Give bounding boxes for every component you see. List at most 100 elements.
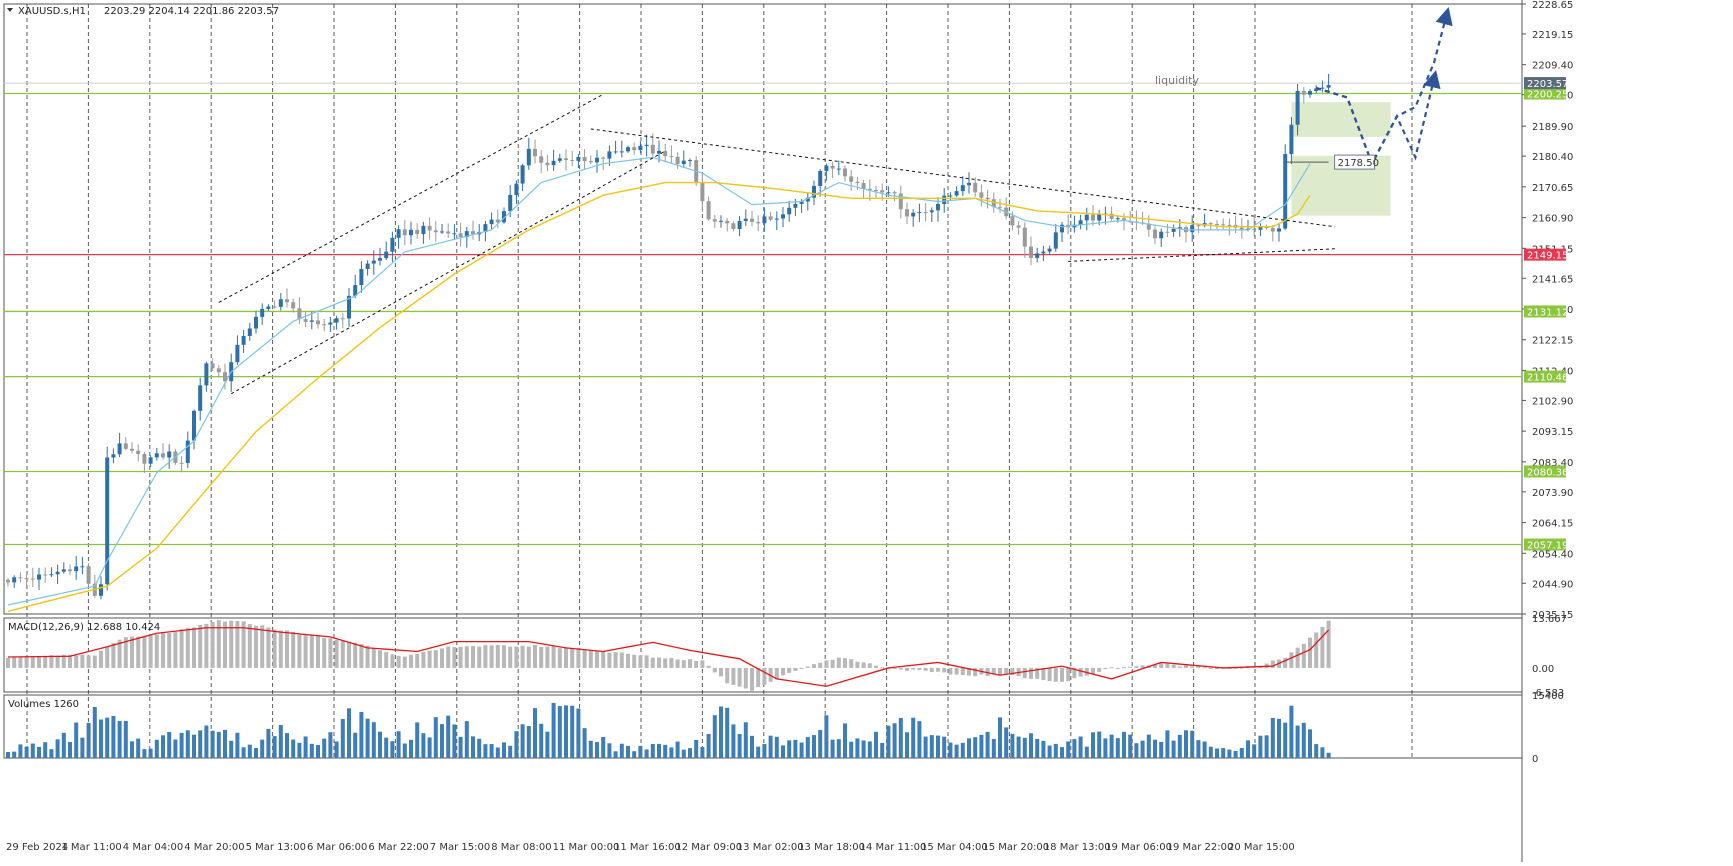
volume-bar xyxy=(1153,739,1157,758)
candle-body xyxy=(86,566,91,584)
macd-bar xyxy=(74,655,79,668)
volume-bar xyxy=(601,736,606,758)
candle-body xyxy=(471,231,475,235)
macd-bar xyxy=(216,620,221,668)
macd-bar xyxy=(998,667,1002,676)
volume-bar xyxy=(1270,717,1275,758)
volume-bar xyxy=(130,741,134,758)
volume-bar xyxy=(1115,738,1120,758)
volume-bar xyxy=(725,707,730,758)
candle-body xyxy=(774,218,779,220)
macd-bar xyxy=(1227,667,1232,669)
macd-bar xyxy=(1190,666,1195,668)
macd-bar xyxy=(564,648,568,668)
volume-bar xyxy=(210,730,215,758)
volume-bar xyxy=(1227,749,1232,758)
volume-bar xyxy=(1091,732,1095,758)
candle-body xyxy=(340,318,345,320)
macd-bar xyxy=(24,655,29,668)
macd-bar xyxy=(1202,667,1207,669)
macd-bar xyxy=(1233,667,1238,669)
volume-bar xyxy=(37,746,41,758)
macd-bar xyxy=(204,623,209,668)
volume-bar xyxy=(340,719,345,758)
volume-bar xyxy=(1277,718,1281,758)
volume-bar xyxy=(365,718,370,758)
macd-bar xyxy=(384,652,389,668)
macd-bar xyxy=(874,665,878,668)
volume-bar xyxy=(173,739,178,758)
macd-bar xyxy=(867,663,872,668)
liquidity-label: liquidity xyxy=(1155,74,1199,87)
level-tag-label: 2057.19 xyxy=(1527,541,1568,552)
macd-bar xyxy=(1326,620,1331,668)
candle-body xyxy=(1283,154,1288,229)
macd-bar xyxy=(638,655,643,668)
current-price-label: 2203.57 xyxy=(1527,79,1568,90)
volume-bar xyxy=(427,737,432,758)
macd-bar xyxy=(471,645,475,668)
candle-body xyxy=(1270,228,1275,232)
candle-body xyxy=(960,185,965,192)
volume-bar xyxy=(303,736,308,758)
candle-body xyxy=(204,363,209,386)
volume-bar xyxy=(954,744,959,758)
candle-body xyxy=(440,231,444,233)
macd-bar xyxy=(285,630,289,668)
volume-bar xyxy=(86,722,91,758)
macd-bar xyxy=(1097,667,1102,672)
macd-tick-label: 13.667 xyxy=(1532,614,1567,625)
candle-body xyxy=(148,457,153,464)
volume-bar xyxy=(948,742,953,758)
x-tick-label: 1 Mar 11:00 xyxy=(61,842,121,853)
volume-bar xyxy=(1283,722,1288,758)
candle-body xyxy=(347,295,351,319)
volume-bar xyxy=(911,717,916,758)
volume-bar xyxy=(359,711,364,758)
macd-bar xyxy=(136,636,141,668)
macd-bar xyxy=(1159,663,1164,668)
macd-bar xyxy=(905,667,909,671)
volume-bar xyxy=(489,744,494,758)
candle-body xyxy=(514,183,519,195)
candle-body xyxy=(768,216,773,220)
volume-bar xyxy=(508,745,513,758)
candle-body xyxy=(874,190,878,192)
volume-bar xyxy=(1134,743,1139,758)
volume-bar xyxy=(607,743,612,758)
candle-body xyxy=(1252,228,1257,230)
volume-bar xyxy=(495,747,500,758)
volume-bar xyxy=(595,742,599,758)
candle-body xyxy=(1097,214,1102,221)
level-tag xyxy=(1524,248,1566,261)
candle-body xyxy=(626,147,630,152)
current-price-tag xyxy=(1524,77,1566,90)
macd-bar xyxy=(681,660,686,668)
macd-bar xyxy=(582,649,587,668)
volume-tick-label: 0 xyxy=(1532,754,1538,765)
macd-bar xyxy=(12,657,17,668)
x-tick-label: 4 Mar 04:00 xyxy=(123,842,183,853)
candle-body xyxy=(880,190,885,193)
volume-bar xyxy=(886,725,891,758)
volume-bar xyxy=(192,734,196,758)
macd-bar xyxy=(1320,626,1325,668)
candle-body xyxy=(371,260,376,264)
macd-bar xyxy=(117,639,122,668)
candle-body xyxy=(483,224,488,233)
macd-bar xyxy=(514,646,519,668)
candle-body xyxy=(384,251,389,259)
volume-bar xyxy=(1035,738,1040,758)
candle-body xyxy=(37,574,41,580)
candle-body xyxy=(210,363,215,369)
macd-bar xyxy=(1004,667,1009,675)
candle-body xyxy=(1153,229,1157,239)
volume-bar xyxy=(1122,731,1126,758)
candle-body xyxy=(917,212,922,214)
candle-body xyxy=(650,144,655,154)
macd-signal-line xyxy=(7,627,1330,687)
candle-body xyxy=(570,160,575,162)
macd-bar xyxy=(967,667,971,676)
candle-body xyxy=(843,168,847,177)
